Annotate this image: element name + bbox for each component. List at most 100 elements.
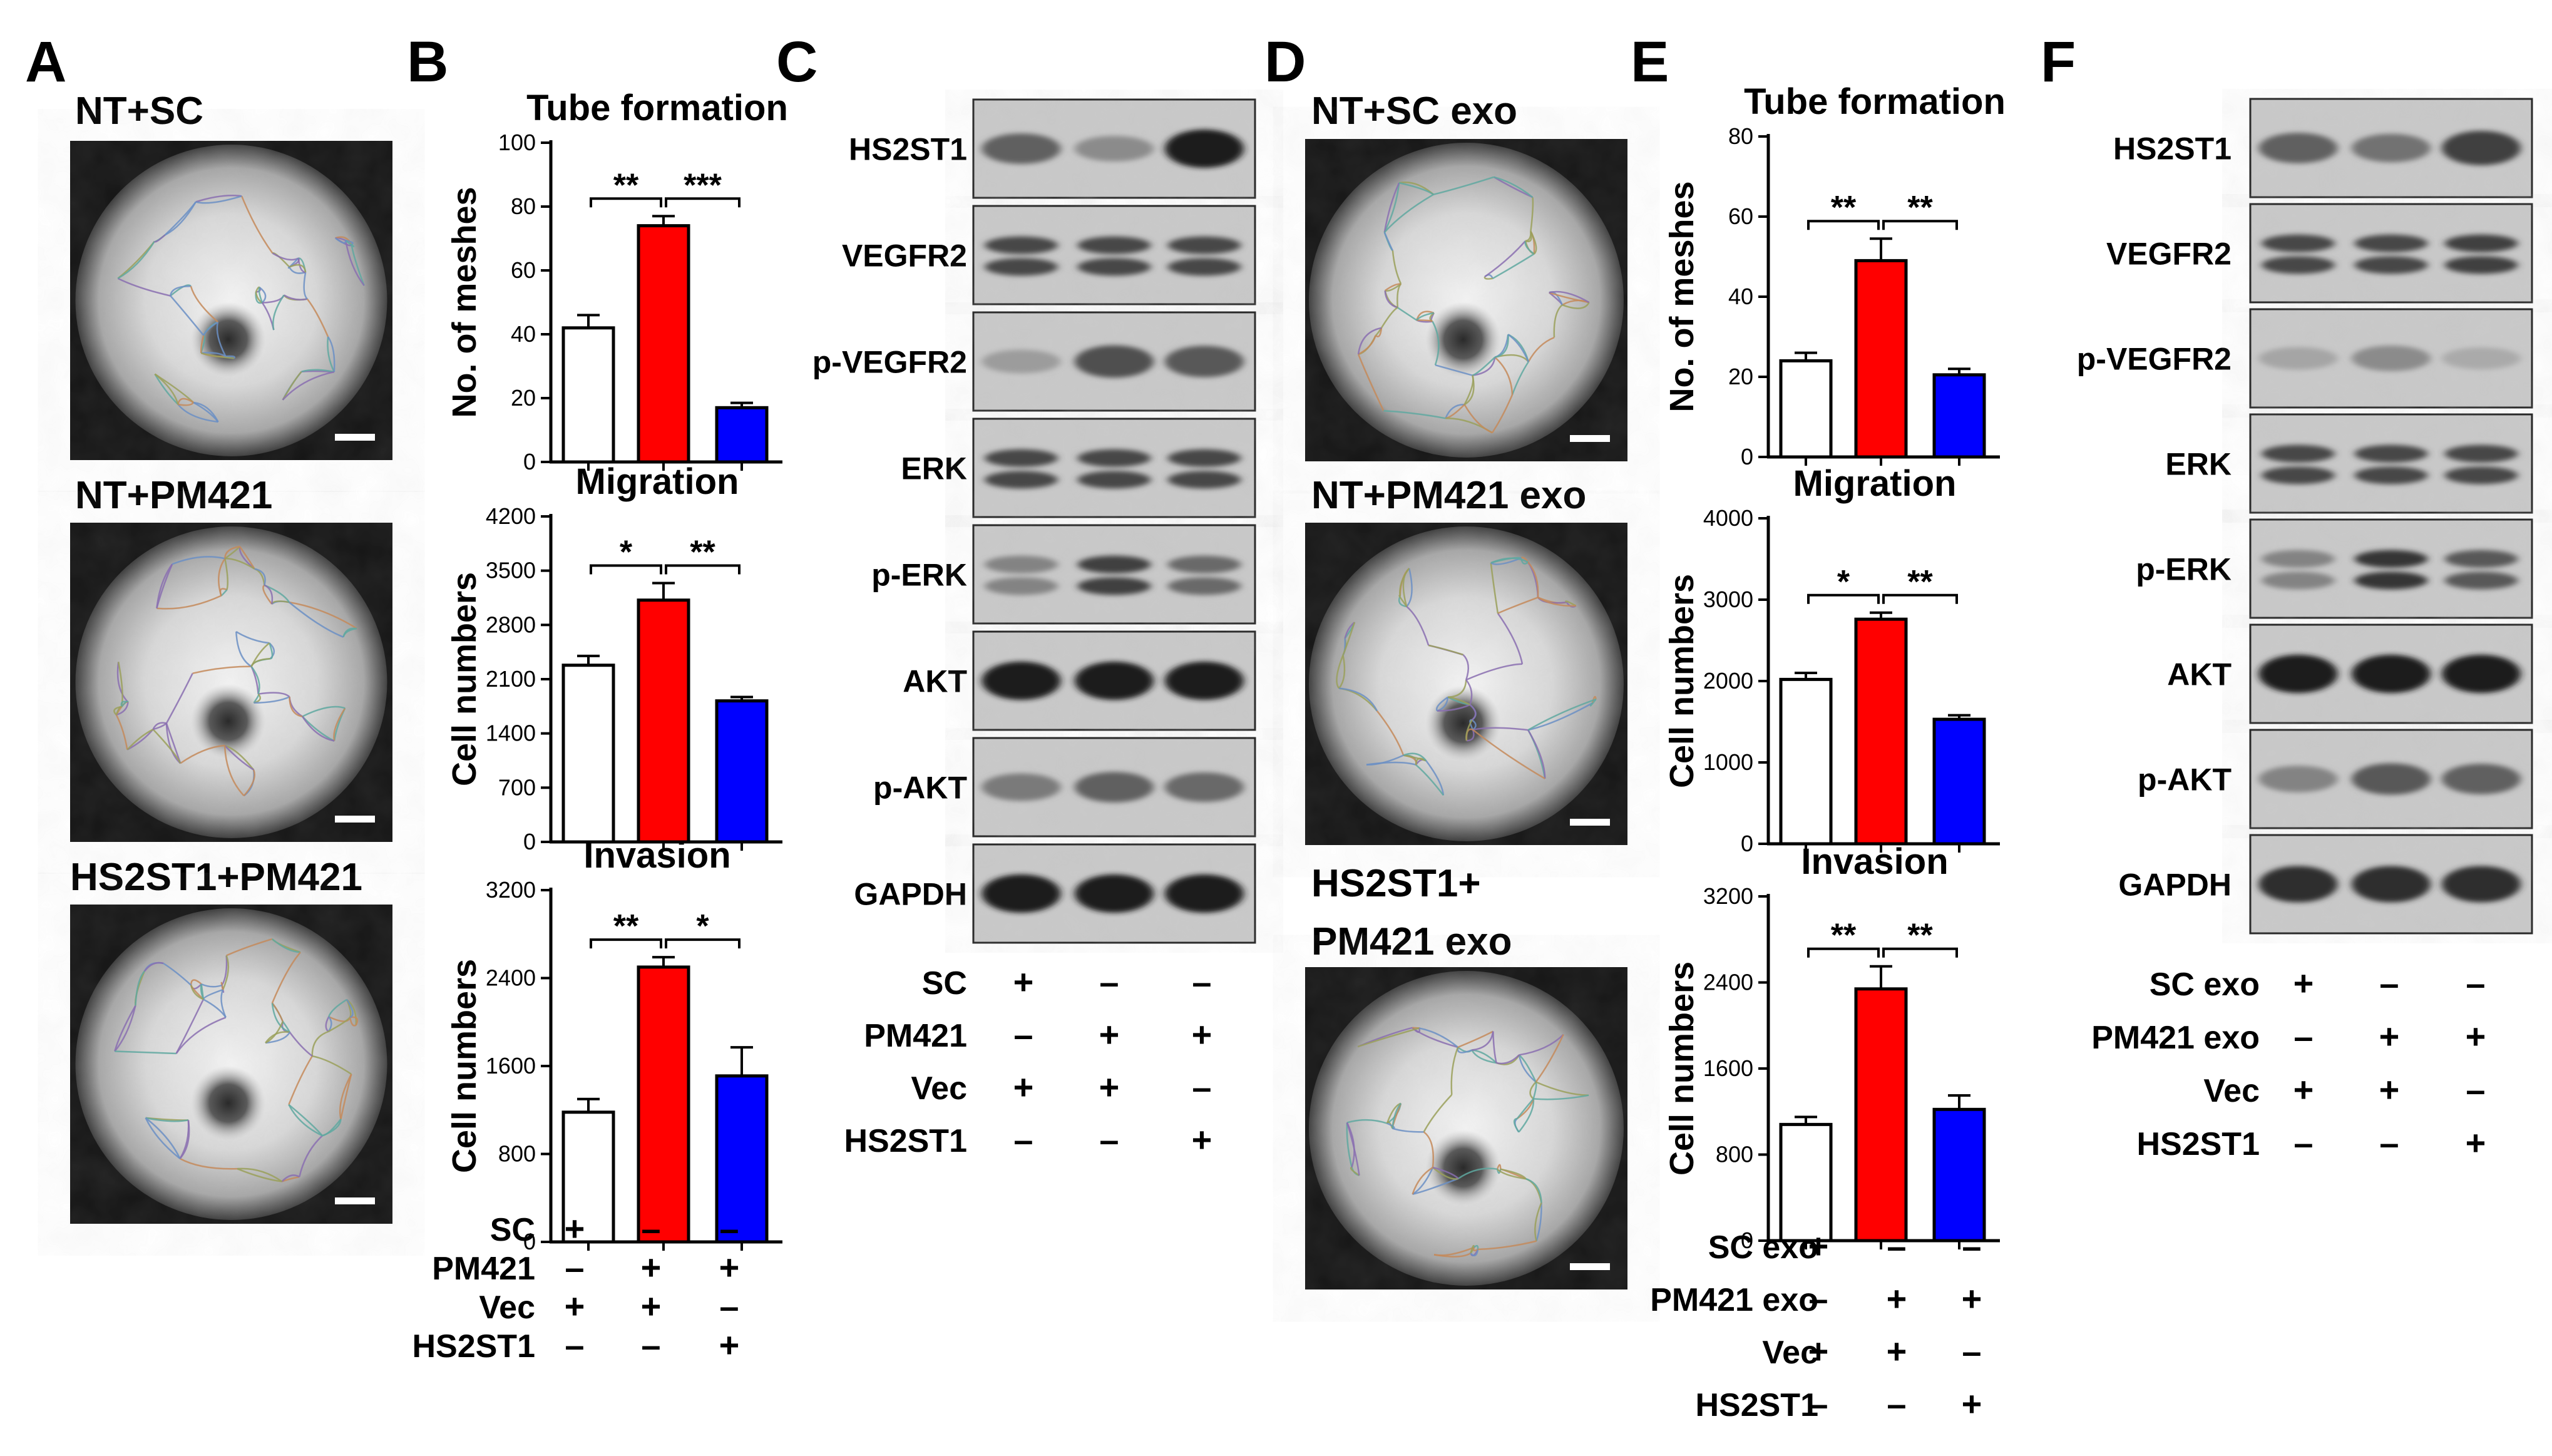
blot-band bbox=[1167, 236, 1241, 254]
tube-segment bbox=[1535, 1202, 1542, 1241]
tube-segment bbox=[1553, 304, 1563, 338]
tube-segment bbox=[1493, 176, 1534, 198]
sig-bracket bbox=[1807, 947, 1880, 958]
image-texture bbox=[70, 523, 392, 842]
tube-segment bbox=[1458, 1167, 1498, 1179]
blot-band bbox=[981, 661, 1061, 700]
tube-segment bbox=[203, 998, 227, 1018]
tick-label: 80 bbox=[1728, 123, 1753, 149]
blot-label: VEGFR2 bbox=[842, 238, 967, 274]
condition-sign: – bbox=[719, 1286, 739, 1326]
tube-segment bbox=[165, 723, 182, 764]
tube-segment bbox=[282, 371, 302, 401]
tube-segment bbox=[1497, 597, 1539, 614]
tube-segment bbox=[1591, 695, 1597, 704]
tube-segment bbox=[1376, 710, 1405, 756]
blot-band bbox=[2262, 572, 2335, 590]
tube-segment bbox=[1497, 613, 1524, 665]
condition-label: SC bbox=[922, 965, 967, 1002]
tube-segment bbox=[114, 1005, 136, 1052]
sig-bracket bbox=[590, 938, 662, 949]
tube-segment bbox=[1497, 1168, 1526, 1180]
blot-band bbox=[2354, 256, 2428, 274]
condition-sign: – bbox=[1808, 1384, 1828, 1423]
sig-bracket bbox=[1882, 947, 1958, 958]
tick-label: 60 bbox=[511, 257, 536, 283]
tube-segment bbox=[1392, 1127, 1424, 1133]
conditions-table: SC + – – PM421 – + + Vec + + – HS2ST1 – – + bbox=[844, 962, 1212, 1159]
tube-segment bbox=[271, 1002, 284, 1022]
tube-segment bbox=[1403, 752, 1427, 762]
tube-segment bbox=[1494, 176, 1534, 198]
dark-spot bbox=[190, 684, 266, 759]
tube-segment bbox=[306, 298, 329, 337]
blot-band bbox=[2444, 256, 2518, 274]
tick-label: 2100 bbox=[486, 666, 536, 692]
tube-segment bbox=[335, 237, 347, 244]
condition-sign: – bbox=[1887, 1384, 1906, 1423]
condition-label: Vec bbox=[2203, 1073, 2260, 1109]
blot-band bbox=[2354, 444, 2428, 463]
blot-band bbox=[2258, 766, 2338, 792]
tube-segment bbox=[1525, 1178, 1542, 1203]
axis-label-y: Cell numbers bbox=[1663, 961, 1701, 1176]
tube-segment bbox=[1396, 283, 1402, 308]
blot-band bbox=[2258, 133, 2338, 163]
tube-segment bbox=[116, 702, 129, 716]
condition-sign: – bbox=[2466, 1070, 2485, 1109]
tube-segment bbox=[302, 715, 335, 742]
tick-label: 800 bbox=[498, 1141, 536, 1167]
tick-label: 0 bbox=[1741, 444, 1753, 469]
tube-segment bbox=[1445, 404, 1465, 419]
bar bbox=[1779, 677, 1833, 846]
tube-segment bbox=[1472, 727, 1529, 731]
tube-segment bbox=[192, 665, 252, 674]
tube-segment bbox=[1471, 1049, 1497, 1064]
tube-segment bbox=[345, 240, 355, 248]
tube-segment bbox=[1384, 283, 1402, 292]
tube-segment bbox=[1511, 361, 1529, 395]
tube-segment bbox=[1472, 1247, 1478, 1252]
tube-segment bbox=[1406, 605, 1430, 646]
condition-sign: – bbox=[641, 1209, 660, 1248]
tube-segment bbox=[1527, 561, 1539, 598]
blot-band bbox=[2258, 654, 2338, 694]
tube-segment bbox=[178, 402, 195, 406]
chart-title: Tube formation bbox=[1744, 81, 2006, 122]
tube-segment bbox=[271, 951, 301, 1003]
panel-letter-d: D bbox=[1264, 30, 1306, 94]
tube-segment bbox=[1357, 327, 1382, 355]
tube-segment bbox=[1466, 729, 1475, 742]
dark-spot bbox=[190, 302, 266, 377]
axis-label-y: No. of meshes bbox=[1663, 181, 1701, 412]
condition-sign: + bbox=[565, 1286, 585, 1326]
blot-label: p-ERK bbox=[871, 558, 967, 593]
condition-sign: + bbox=[641, 1286, 662, 1326]
blot-band bbox=[1165, 661, 1244, 700]
bar bbox=[1779, 1122, 1833, 1243]
blot-texture bbox=[2250, 204, 2532, 302]
tube-segment bbox=[345, 240, 365, 286]
tube-segment bbox=[1524, 240, 1535, 255]
panel-letter-f: F bbox=[2041, 30, 2076, 94]
tick-label: 0 bbox=[523, 449, 536, 474]
condition-label: SC exo bbox=[2150, 966, 2260, 1003]
image-texture bbox=[1305, 967, 1627, 1289]
tube-segment bbox=[1366, 761, 1417, 766]
sig-bracket bbox=[665, 564, 740, 575]
tube-segment bbox=[1530, 231, 1537, 255]
tick-label: 0 bbox=[523, 829, 536, 854]
sig-label: ** bbox=[613, 167, 639, 203]
tube-segment bbox=[250, 665, 260, 695]
blot-label: GAPDH bbox=[2118, 868, 2232, 903]
blot-band bbox=[2262, 466, 2335, 484]
tube-segment bbox=[349, 1017, 357, 1027]
bar bbox=[561, 664, 615, 844]
tick-label: 40 bbox=[511, 321, 536, 347]
condition-label: PM421 exo bbox=[1650, 1282, 1818, 1318]
condition-sign: – bbox=[1192, 1067, 1211, 1107]
tube-segment bbox=[145, 1117, 181, 1159]
tube-segment bbox=[289, 601, 357, 630]
condition-sign: + bbox=[1887, 1331, 1907, 1371]
